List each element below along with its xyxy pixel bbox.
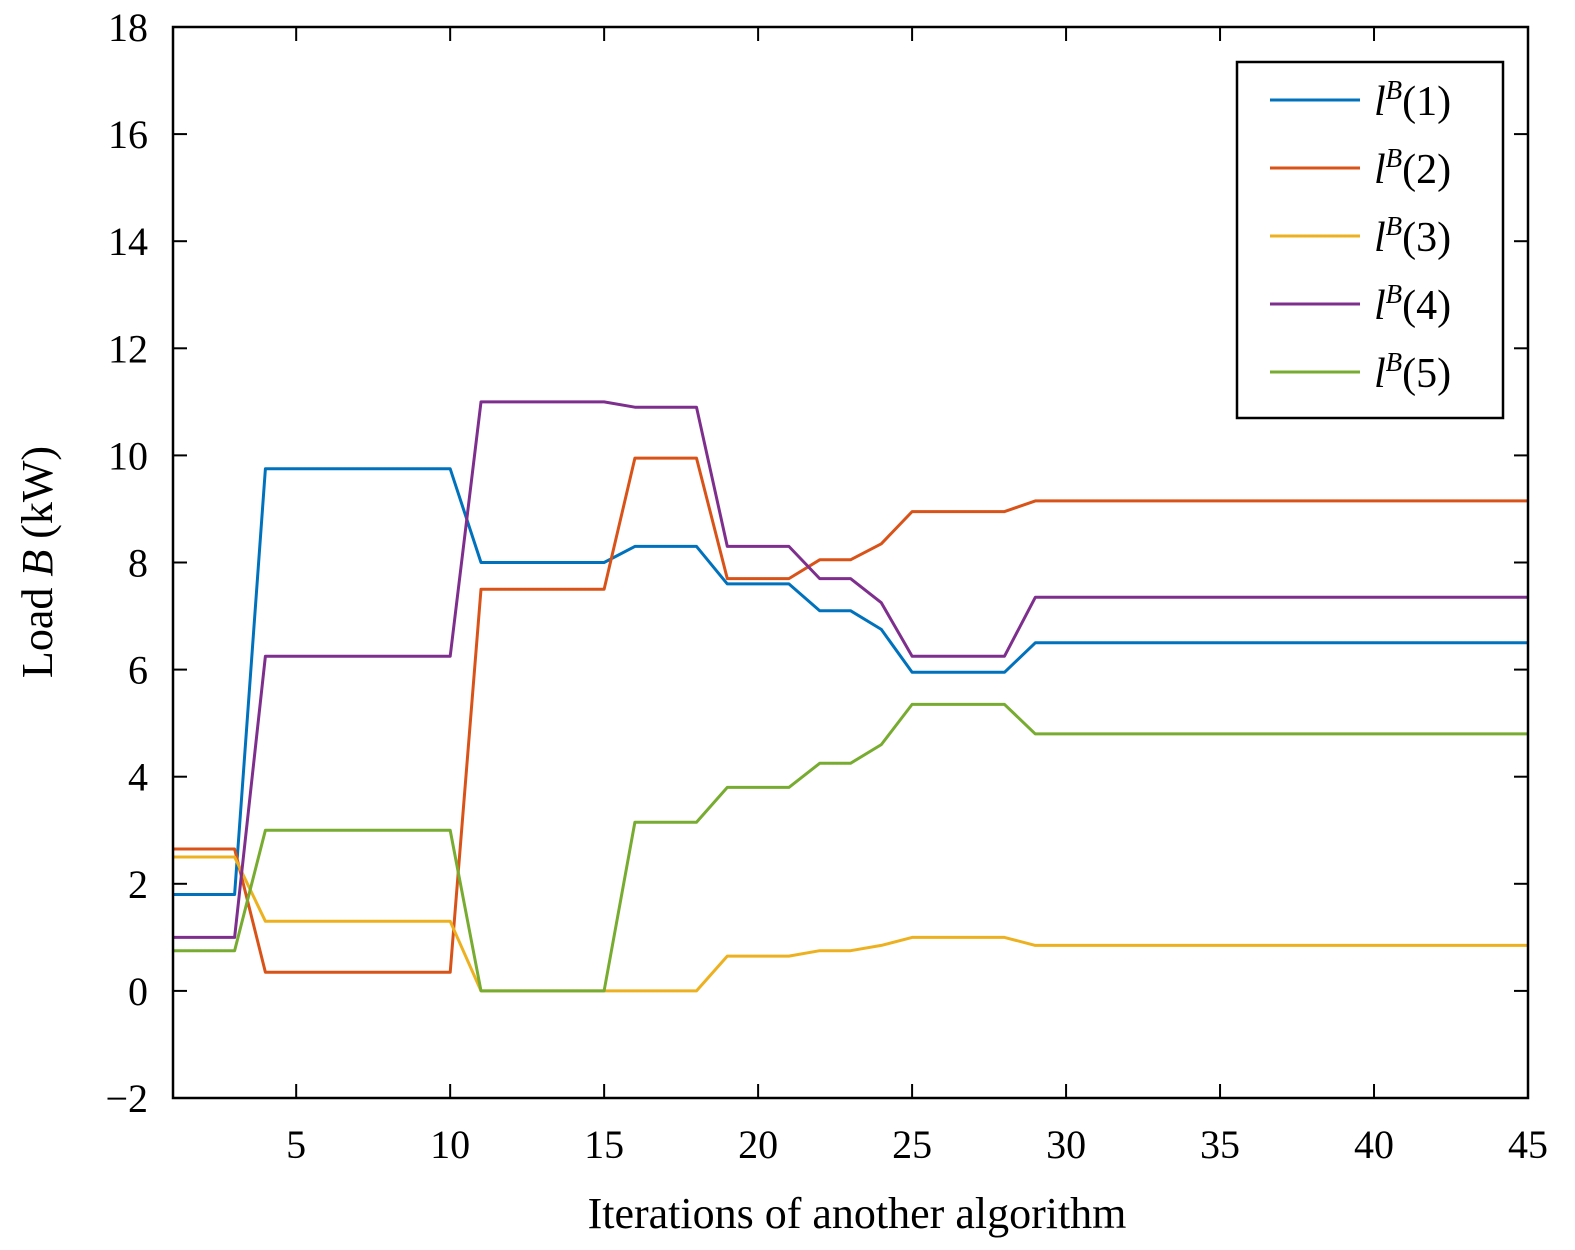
- legend-label-base: l: [1374, 283, 1386, 329]
- legend: lB(1)lB(2)lB(3)lB(4)lB(5): [1235, 60, 1505, 420]
- series-line-3: [173, 855, 1528, 993]
- legend-label-arg: (5): [1402, 351, 1451, 397]
- y-tick-label: 2: [128, 862, 148, 907]
- legend-label-arg: (4): [1402, 283, 1451, 329]
- y-tick-label: 12: [108, 326, 148, 371]
- y-tick-label: 18: [108, 5, 148, 50]
- y-tick-label: 10: [108, 433, 148, 478]
- series-layer: [173, 400, 1528, 993]
- legend-label-3: lB(3): [1374, 211, 1451, 261]
- y-tick-label: −2: [105, 1076, 148, 1121]
- legend-label-base: l: [1374, 79, 1386, 125]
- legend-label-arg: (1): [1402, 79, 1451, 125]
- y-tick-label: 16: [108, 112, 148, 157]
- x-tick-label: 30: [1046, 1122, 1086, 1167]
- x-tick-label: 45: [1508, 1122, 1548, 1167]
- y-tick-label: 14: [108, 219, 148, 264]
- legend-label-1: lB(1): [1374, 75, 1451, 125]
- legend-items: lB(1)lB(2)lB(3)lB(4)lB(5): [1270, 75, 1451, 397]
- legend-label-2: lB(2): [1374, 143, 1451, 193]
- series-line-1: [173, 467, 1528, 896]
- series-line-4: [173, 400, 1528, 939]
- legend-label-sup: B: [1386, 279, 1403, 309]
- legend-label-arg: (2): [1402, 147, 1451, 193]
- x-tick-label: 5: [286, 1122, 306, 1167]
- legend-label-base: l: [1374, 147, 1386, 193]
- y-axis-title-suffix: (kW): [13, 446, 62, 550]
- x-tick-label: 15: [584, 1122, 624, 1167]
- tick-layer: 5 10 15 20 25 30 35 40 45 −2 0 2 4 6 8 10 12 14 16 18: [105, 5, 1548, 1167]
- legend-label-5: lB(5): [1374, 347, 1451, 397]
- legend-label-sup: B: [1386, 143, 1403, 173]
- y-tick-label: 8: [128, 541, 148, 586]
- y-tick-label: 0: [128, 969, 148, 1014]
- y-axis-title-prefix: Load: [13, 577, 62, 678]
- y-axis-title-italic: B: [13, 550, 62, 577]
- y-tick-label: 4: [128, 755, 148, 800]
- x-tick-label: 10: [430, 1122, 470, 1167]
- legend-label-arg: (3): [1402, 215, 1451, 261]
- legend-label-sup: B: [1386, 211, 1403, 241]
- legend-label-sup: B: [1386, 347, 1403, 377]
- legend-label-4: lB(4): [1374, 279, 1451, 329]
- legend-label-sup: B: [1386, 75, 1403, 105]
- x-tick-label: 20: [738, 1122, 778, 1167]
- x-axis-title: Iterations of another algorithm: [588, 1189, 1127, 1238]
- x-tick-label: 35: [1200, 1122, 1240, 1167]
- x-tick-label: 40: [1354, 1122, 1394, 1167]
- legend-label-base: l: [1374, 351, 1386, 397]
- series-line-2: [173, 456, 1528, 974]
- y-axis-title: Load B (kW): [13, 446, 62, 678]
- series-line-5: [173, 702, 1528, 993]
- y-tick-label: 6: [128, 648, 148, 693]
- legend-box: [1235, 60, 1505, 420]
- x-tick-label: 25: [892, 1122, 932, 1167]
- legend-label-base: l: [1374, 215, 1386, 261]
